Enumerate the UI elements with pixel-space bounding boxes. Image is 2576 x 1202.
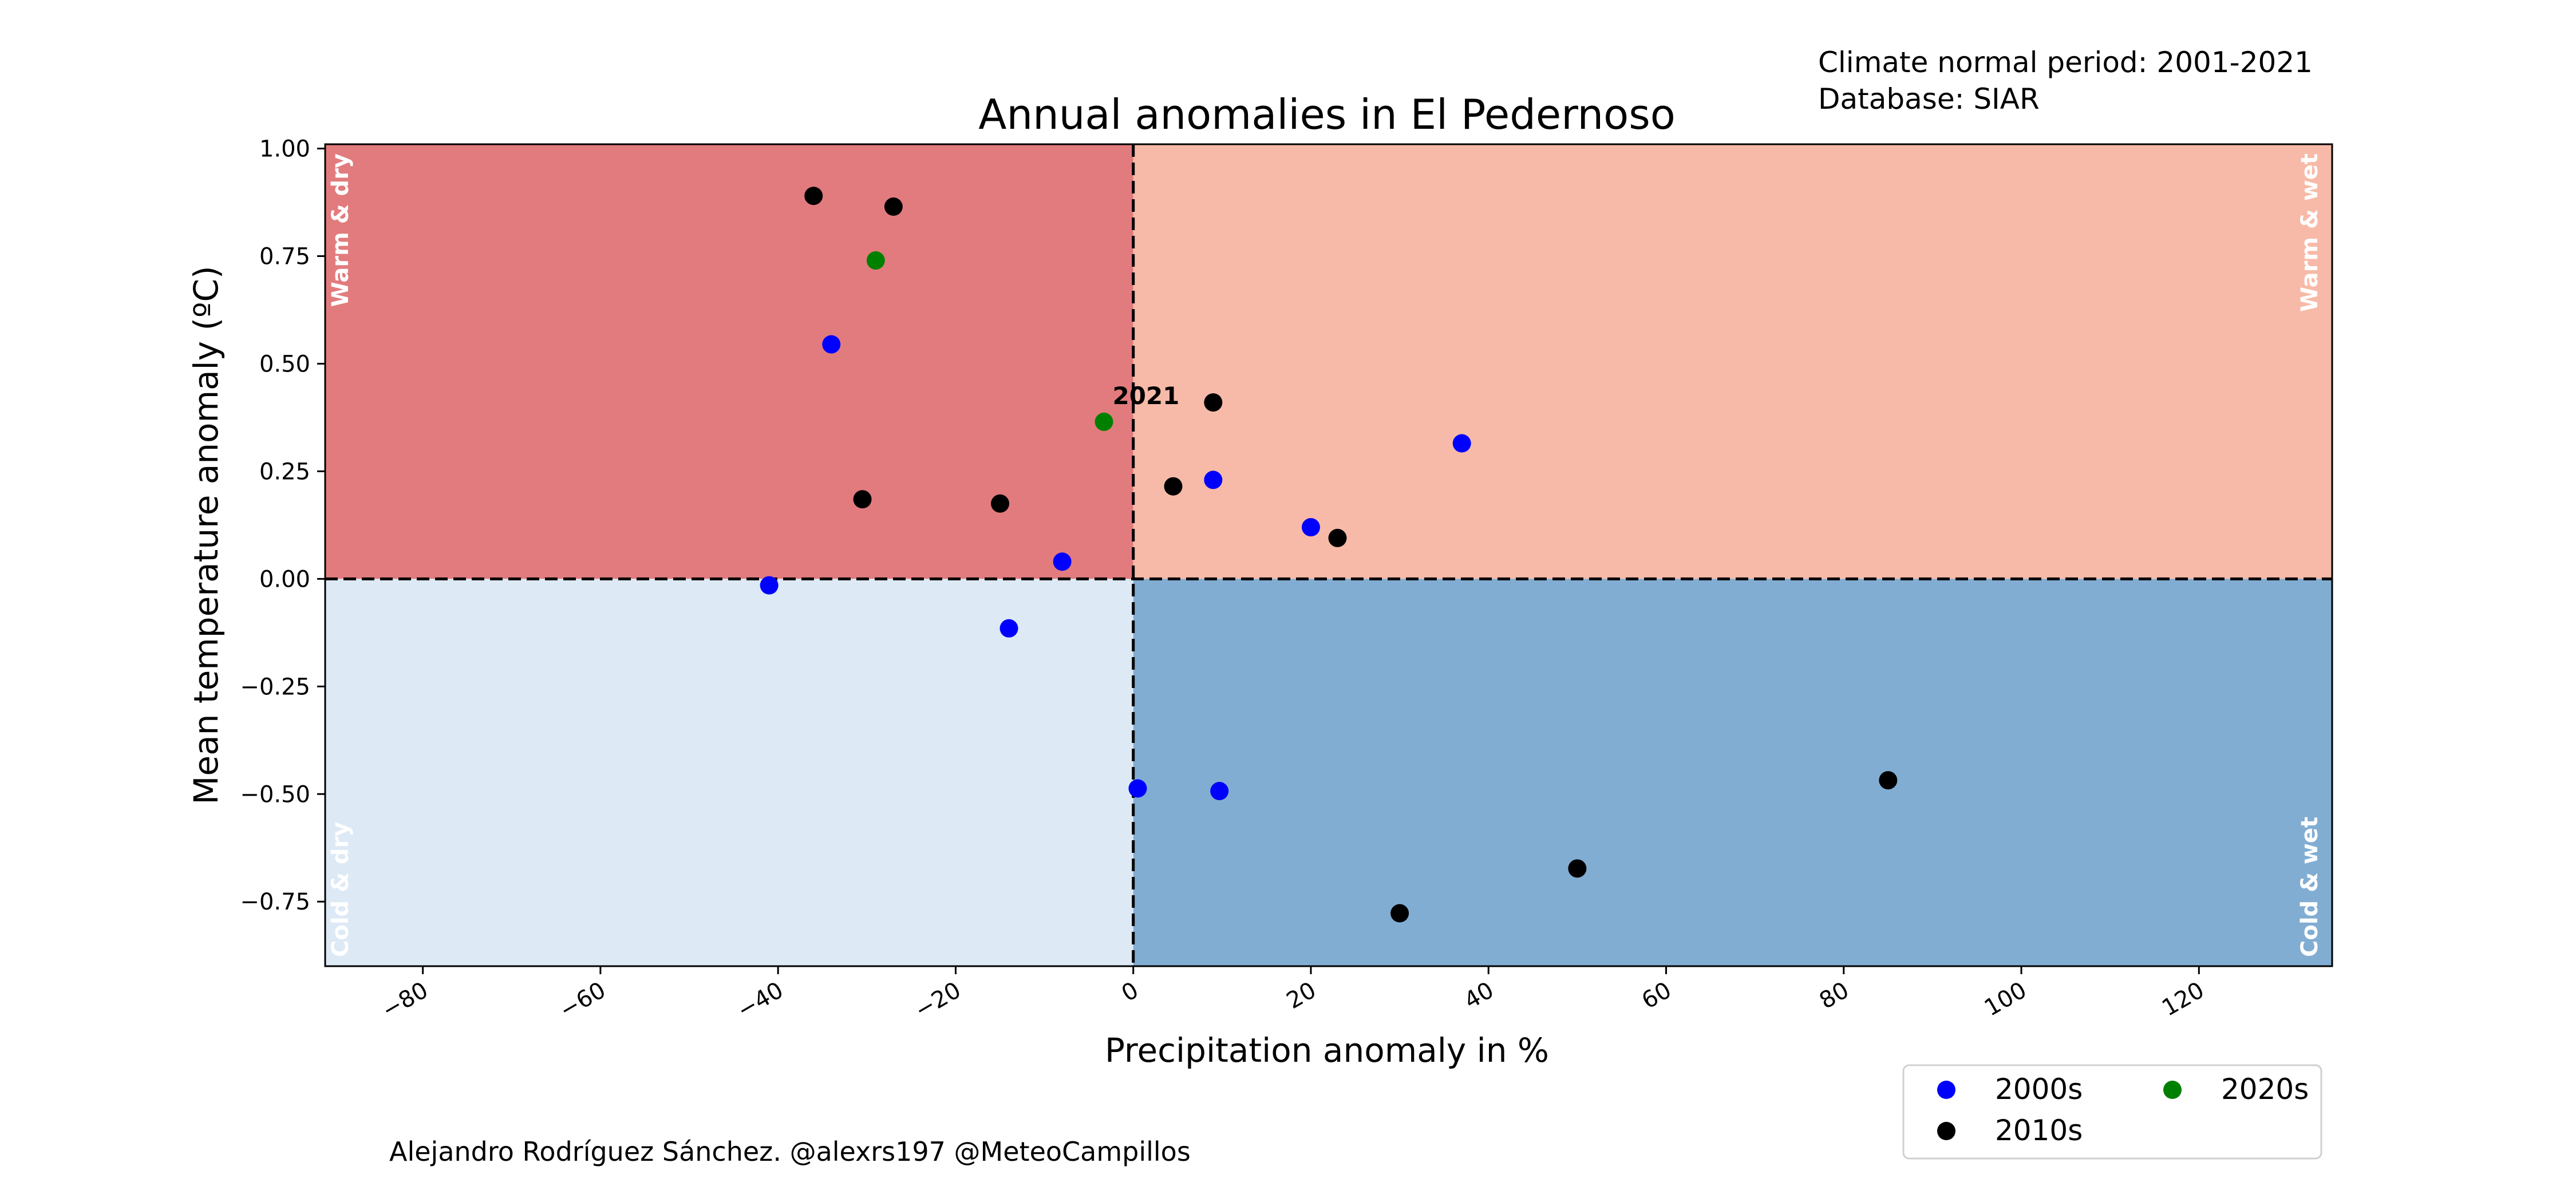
quadrant-cold-wet (1133, 579, 2332, 966)
reference-lines (325, 144, 2332, 966)
legend-label-2010s: 2010s (1995, 1114, 2083, 1147)
quadrant-cold-dry (325, 579, 1133, 966)
y-axis-ticks: −0.75 −0.50 −0.25 0.00 0.25 0.50 0.75 1.00 (240, 136, 325, 915)
annotations: 2021 (1113, 382, 1180, 410)
point-2020s (866, 251, 885, 270)
x-tick-label: 100 (1980, 977, 2031, 1022)
point-2000s (1452, 434, 1471, 453)
y-tick-label: 0.25 (259, 458, 310, 485)
point-2010s (1879, 771, 1898, 790)
y-tick-label: 0.00 (259, 566, 310, 592)
legend-marker-2000s (1937, 1081, 1955, 1099)
point-2020s (1095, 412, 1113, 431)
x-tick-label: −60 (555, 977, 610, 1024)
x-tick-label: 60 (1637, 977, 1676, 1014)
legend-box (1902, 1064, 2322, 1160)
credit-text: Alejandro Rodríguez Sánchez. @alexrs197 … (389, 1136, 1191, 1167)
y-axis-label: Mean temperature anomaly (ºC) (187, 266, 226, 804)
point-2000s (1301, 518, 1320, 537)
y-tick-label: −0.75 (240, 889, 310, 915)
x-tick-label: −40 (733, 977, 788, 1024)
y-tick-label: −0.25 (240, 674, 310, 700)
quadrant-label-warm-dry: Warm & dry (327, 153, 354, 307)
legend: 2000s 2010s 2020s (1902, 1064, 2322, 1160)
quadrant-warm-dry (325, 144, 1133, 579)
legend-marker-2020s (2163, 1081, 2182, 1099)
x-axis-ticks: −80 −60 −40 −20 0 20 40 60 80 100 120 (378, 966, 2208, 1024)
data-points (760, 187, 1898, 923)
point-2010s (1390, 904, 1409, 923)
y-tick-label: 0.50 (259, 351, 310, 377)
x-tick-label: 20 (1282, 977, 1321, 1014)
y-tick-label: −0.50 (240, 781, 310, 808)
normal-period-note: Climate normal period: 2001-2021 (1818, 46, 2313, 79)
chart-title: Annual anomalies in El Pedernoso (978, 90, 1676, 139)
x-axis-label: Precipitation anomaly in % (1105, 1031, 1549, 1070)
quadrant-warm-wet (1133, 144, 2332, 579)
database-note: Database: SIAR (1818, 82, 2040, 116)
point-2000s (1053, 552, 1072, 571)
x-tick-label: 80 (1815, 977, 1854, 1014)
x-tick-label: −20 (910, 977, 965, 1024)
point-2000s (822, 335, 841, 354)
point-2010s (1164, 477, 1183, 496)
point-2010s (1204, 393, 1223, 412)
legend-marker-2010s (1937, 1122, 1955, 1140)
point-2000s (1204, 470, 1223, 489)
quadrant-backgrounds (325, 144, 2332, 966)
point-2000s (760, 576, 779, 595)
x-tick-label: 40 (1460, 977, 1498, 1014)
quadrant-labels: Warm & dry Warm & wet Cold & dry Cold & wet (327, 153, 2323, 957)
x-tick-label: −80 (378, 977, 433, 1024)
point-2000s (1128, 779, 1147, 798)
point-2010s (804, 187, 823, 205)
point-2010s (991, 494, 1010, 513)
x-tick-label: 120 (2158, 977, 2208, 1022)
point-2010s (853, 490, 872, 509)
y-tick-label: 1.00 (259, 136, 310, 163)
x-tick-label: 0 (1117, 977, 1143, 1007)
legend-label-2020s: 2020s (2221, 1073, 2309, 1106)
annotation-label: 2021 (1113, 382, 1180, 410)
point-2010s (1568, 859, 1587, 878)
legend-label-2000s: 2000s (1995, 1073, 2083, 1106)
quadrant-label-cold-dry: Cold & dry (327, 822, 354, 957)
point-2010s (1328, 528, 1347, 547)
y-tick-label: 0.75 (259, 243, 310, 270)
quadrant-label-cold-wet: Cold & wet (2297, 817, 2323, 957)
point-2010s (884, 197, 903, 216)
quadrant-label-warm-wet: Warm & wet (2297, 153, 2323, 312)
point-2000s (999, 619, 1018, 638)
point-2000s (1210, 782, 1229, 801)
plot-frame (324, 143, 2333, 967)
